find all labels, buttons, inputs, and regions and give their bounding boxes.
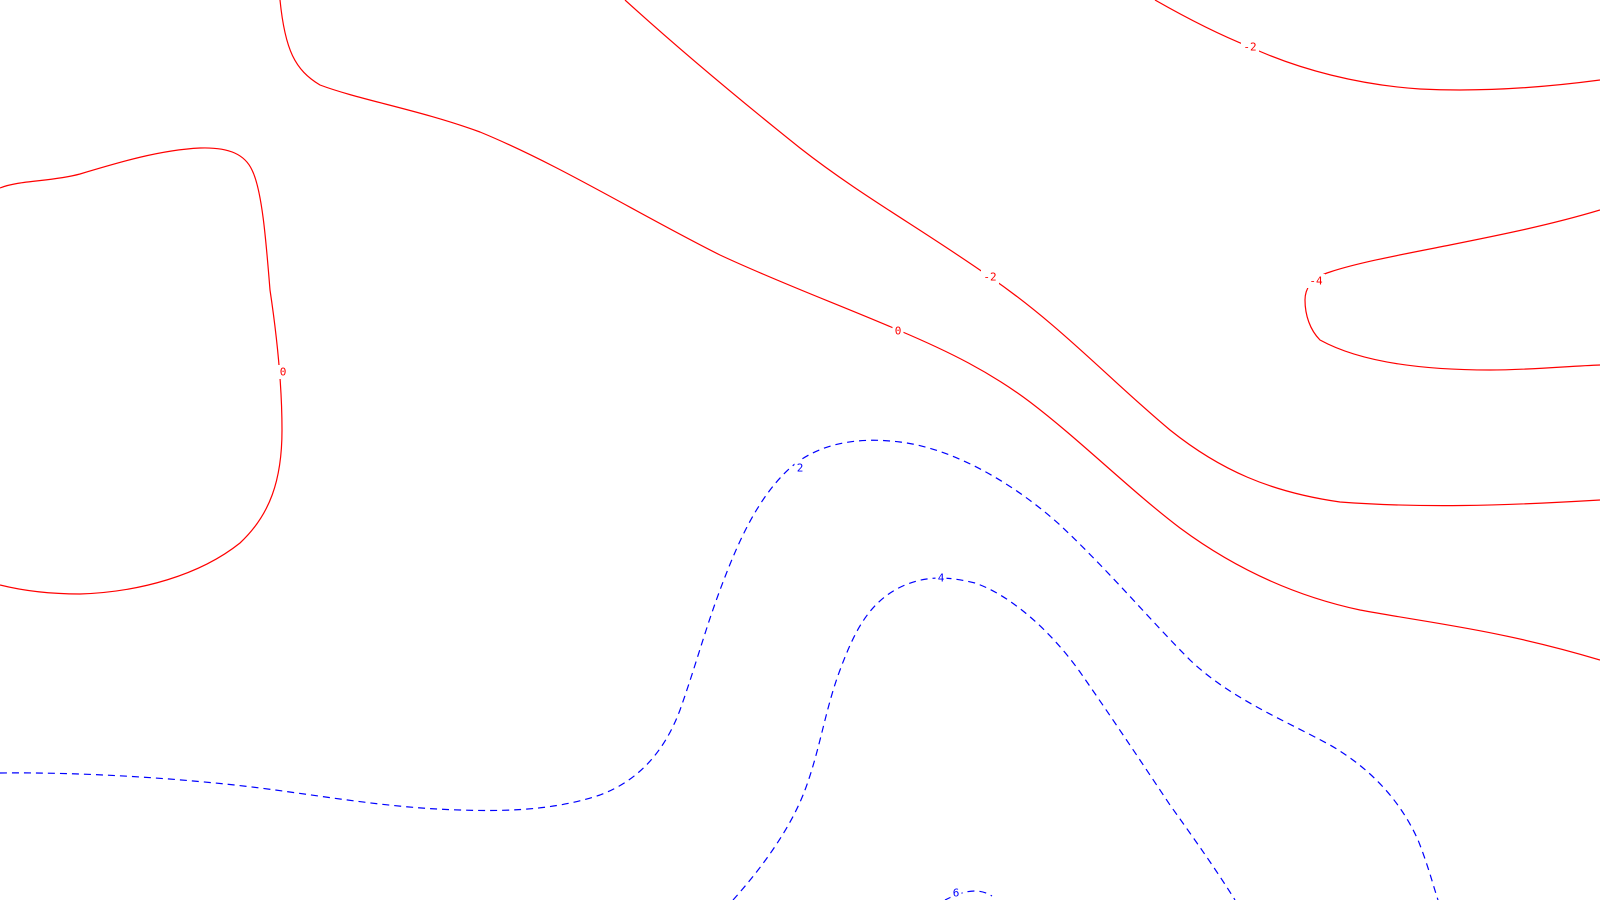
contour-label-background — [935, 571, 947, 585]
contour-line-zero-left-loop — [0, 147, 283, 595]
contour-label-background — [1241, 40, 1259, 54]
contour-line-neg4-right — [1304, 209, 1600, 371]
contour-label-pos6: 6 — [953, 887, 960, 900]
contour-label-background — [277, 365, 289, 379]
contour-label-neg4-right: -4 — [1309, 275, 1323, 288]
contour-label-neg2-top-right: -2 — [1243, 41, 1256, 54]
contour-label-neg2-center: -2 — [983, 271, 996, 284]
contour-label-background — [892, 324, 904, 338]
contour-label-background — [1307, 274, 1325, 288]
contour-label-background — [794, 461, 806, 475]
contour-line-neg2-top-right — [1154, 0, 1600, 91]
contour-line-zero-main — [279, 0, 1600, 661]
contour-label-pos2: 2 — [797, 462, 804, 475]
contour-label-zero-left-loop: 0 — [280, 366, 287, 379]
contour-line-pos4 — [732, 577, 1236, 900]
contour-label-pos4: 4 — [938, 572, 945, 585]
contour-line-neg2-center — [624, 0, 1600, 507]
contour-label-background — [981, 270, 999, 284]
contour-label-background — [950, 886, 962, 900]
contour-line-pos2 — [0, 439, 1439, 900]
contour-label-zero-main: 0 — [895, 325, 902, 338]
